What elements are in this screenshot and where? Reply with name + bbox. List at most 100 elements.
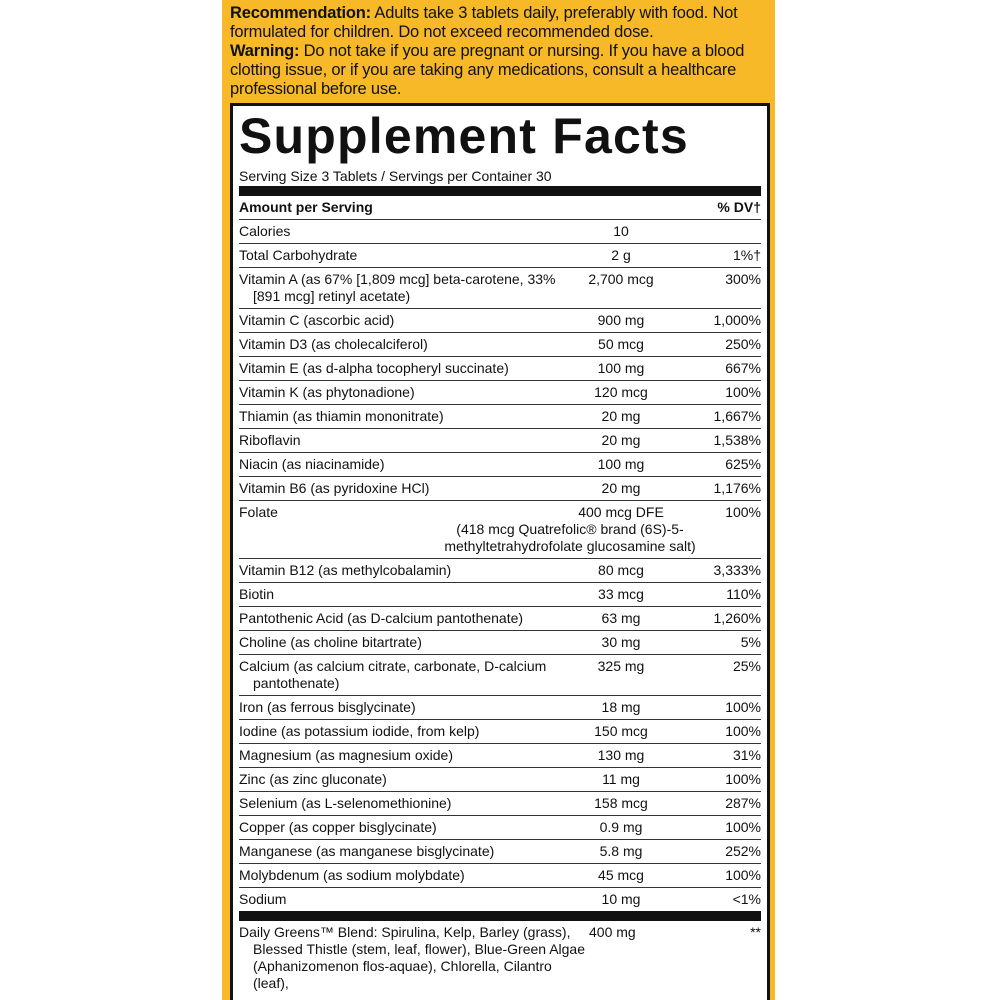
nutrient-name: Vitamin B12 (as methylcobalamin) <box>239 562 452 578</box>
nutrient-row: Thiamin (as thiamin mononitrate) 20 mg 1,6… <box>239 405 761 429</box>
nutrient-dv: 110% <box>726 586 761 602</box>
serving-info: Serving Size 3 Tablets / Servings per Co… <box>239 168 552 184</box>
nutrient-amount: 33 mcg <box>598 586 644 602</box>
nutrient-row: Manganese (as manganese bisglycinate) 5.8… <box>239 840 761 864</box>
nutrient-amount: 18 mg <box>601 699 641 715</box>
nutrient-dv: 625% <box>725 456 761 472</box>
nutrient-amount: 80 mcg <box>598 562 644 578</box>
nutrient-dv: 100% <box>725 384 761 400</box>
nutrient-dv: 1,000% <box>713 312 761 328</box>
nutrient-amount: 158 mcg <box>594 795 648 811</box>
nutrient-row: Calcium (as calcium citrate, carbonate, … <box>239 655 761 696</box>
nutrient-row: Vitamin K (as phytonadione) 120 mcg 100% <box>239 381 761 405</box>
nutrient-name: Copper (as copper bisglycinate) <box>239 819 437 835</box>
nutrient-name: Vitamin B6 (as pyridoxine HCl) <box>239 480 430 496</box>
nutrient-amount: 400 mg <box>589 924 636 940</box>
recommendation-text: Adults take 3 tablets daily, preferably … <box>230 4 738 41</box>
nutrient-amount: 20 mg <box>601 480 641 496</box>
facts-title: Supplement Facts <box>239 108 689 164</box>
nutrient-row: Vitamin D3 (as cholecalciferol) 50 mcg 250… <box>239 333 761 357</box>
nutrient-row: Daily Greens™ Blend: Spirulina, Kelp, Ba… <box>239 921 761 995</box>
nutrient-name: Pantothenic Acid (as D-calcium pantothen… <box>239 610 524 626</box>
nutrient-name: Selenium (as L-selenomethionine) <box>239 795 452 811</box>
nutrient-name: Magnesium (as magnesium oxide) <box>239 747 453 763</box>
nutrient-row: Copper (as copper bisglycinate) 0.9 mg 100… <box>239 816 761 840</box>
nutrient-row: Iodine (as potassium iodide, from kelp) 1… <box>239 720 761 744</box>
nutrient-dv: 31% <box>732 747 761 763</box>
nutrient-amount: 900 mg <box>597 312 645 328</box>
nutrient-row: Zinc (as zinc gluconate) 11 mg 100% <box>239 768 761 792</box>
nutrient-amount: 2,700 mcg <box>588 271 654 287</box>
nutrient-row: Vitamin E (as d-alpha tocopheryl succina… <box>239 357 761 381</box>
nutrient-name: Calories <box>239 223 291 239</box>
nutrient-row: Vitamin C (ascorbic acid) 900 mg 1,000% <box>239 309 761 333</box>
nutrient-dv <box>671 223 761 240</box>
header-row: Amount per Serving % DV† <box>239 196 761 220</box>
blend-rows: Daily Greens™ Blend: Spirulina, Kelp, Ba… <box>239 921 761 995</box>
nutrient-dv: 100% <box>725 771 761 787</box>
nutrient-row: Pantothenic Acid (as D-calcium pantothen… <box>239 607 761 631</box>
nutrient-name: Zinc (as zinc gluconate) <box>239 771 387 787</box>
nutrient-dv: 1,176% <box>713 480 761 496</box>
nutrient-name: Vitamin D3 (as cholecalciferol) <box>239 336 428 352</box>
header-amount: Amount per Serving <box>239 199 373 215</box>
nutrient-row: Riboflavin 20 mg 1,538% <box>239 429 761 453</box>
nutrient-row: Magnesium (as magnesium oxide) 130 mg 31% <box>239 744 761 768</box>
nutrient-name: Molybdenum (as sodium molybdate) <box>239 867 465 883</box>
nutrient-amount: 0.9 mg <box>599 819 643 835</box>
nutrient-amount: 150 mcg <box>594 723 648 739</box>
facts-box: Supplement Facts Serving Size 3 Tablets … <box>230 103 770 1000</box>
nutrient-amount: 5.8 mg <box>599 843 643 859</box>
nutrient-name: Vitamin E (as d-alpha tocopheryl succina… <box>239 360 509 376</box>
directions: Recommendation: Adults take 3 tablets da… <box>230 4 770 99</box>
nutrient-amount: 325 mg <box>597 658 645 674</box>
nutrient-row: Vitamin A (as 67% [1,809 mcg] beta-carot… <box>239 268 761 309</box>
nutrient-name: Iron (as ferrous bisglycinate) <box>239 699 416 715</box>
nutrient-name: Choline (as choline bitartrate) <box>239 634 422 650</box>
nutrient-name: Iodine (as potassium iodide, from kelp) <box>239 723 480 739</box>
nutrient-row: Iron (as ferrous bisglycinate) 18 mg 100% <box>239 696 761 720</box>
nutrient-name: Calcium (as calcium citrate, carbonate, … <box>239 658 547 691</box>
nutrient-note: (418 mcg Quatrefolic® brand (6S)-5-methy… <box>444 521 696 554</box>
nutrient-name: Total Carbohydrate <box>239 247 358 263</box>
nutrient-dv: 25% <box>732 658 761 674</box>
nutrient-dv: 100% <box>725 504 761 520</box>
nutrient-rows: Calories 10 Total Carbohydrate 2 g 1%† Vitami… <box>239 220 761 911</box>
nutrient-dv: 100% <box>725 723 761 739</box>
nutrient-dv: 250% <box>725 336 761 352</box>
nutrient-dv: 100% <box>725 867 761 883</box>
nutrient-name: Folate <box>239 504 278 520</box>
nutrient-name: Biotin <box>239 586 275 602</box>
nutrient-dv: <1% <box>732 891 761 907</box>
recommendation-label: Recommendation: <box>230 4 371 22</box>
warning-label: Warning: <box>230 42 300 60</box>
nutrient-row: Choline (as choline bitartrate) 30 mg 5% <box>239 631 761 655</box>
nutrient-amount: 30 mg <box>601 634 641 650</box>
nutrient-row: Molybdenum (as sodium molybdate) 45 mcg 10… <box>239 864 761 888</box>
nutrient-name: Sodium <box>239 891 287 907</box>
nutrient-row: Biotin 33 mcg 110% <box>239 583 761 607</box>
nutrient-dv: ** <box>750 924 761 940</box>
nutrient-amount: 100 mg <box>597 456 645 472</box>
warning-text: Do not take if you are pregnant or nursi… <box>230 42 745 98</box>
nutrient-amount: 100 mg <box>597 360 645 376</box>
nutrient-amount: 10 mg <box>601 891 641 907</box>
nutrient-dv: 1,538% <box>713 432 761 448</box>
nutrient-dv: 252% <box>725 843 761 859</box>
nutrient-dv: 1%† <box>732 247 761 263</box>
nutrient-dv: 100% <box>725 819 761 835</box>
nutrient-row: Sodium 10 mg <1% <box>239 888 761 911</box>
header-dv: % DV† <box>717 199 761 215</box>
nutrient-row: Vitamin B6 (as pyridoxine HCl) 20 mg 1,176… <box>239 477 761 501</box>
nutrient-row: Folate 400 mcg DFE 100% (418 mcg Quatrefoli… <box>239 501 761 559</box>
nutrient-name: Daily Greens™ Blend: Spirulina, Kelp, Ba… <box>239 924 586 991</box>
nutrient-dv: 287% <box>725 795 761 811</box>
nutrient-amount: 10 <box>613 223 629 239</box>
nutrient-dv: 5% <box>740 634 761 650</box>
nutrient-amount: 2 g <box>611 247 631 263</box>
nutrient-row: Vitamin B12 (as methylcobalamin) 80 mcg 3,… <box>239 559 761 583</box>
nutrient-amount: 400 mcg DFE <box>578 504 664 520</box>
nutrient-dv: 3,333% <box>713 562 761 578</box>
nutrient-row: Niacin (as niacinamide) 100 mg 625% <box>239 453 761 477</box>
nutrient-name: Riboflavin <box>239 432 301 448</box>
